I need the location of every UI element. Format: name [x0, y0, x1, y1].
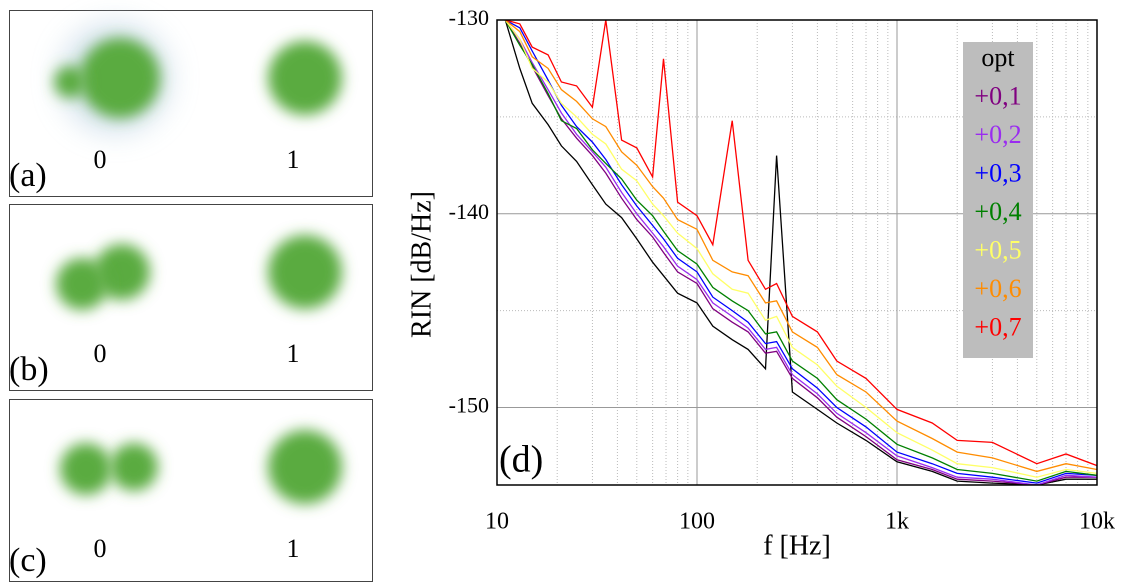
blob	[56, 258, 108, 310]
panel-label: (d)	[499, 439, 543, 481]
y-tick-label: -130	[449, 5, 489, 30]
state-label: 0	[94, 145, 107, 174]
y-axis-label: RIN [dB/Hz]	[406, 191, 437, 338]
state-label: 0	[94, 339, 107, 368]
series-line	[504, 20, 1097, 482]
y-tick-label: -140	[449, 199, 489, 224]
series-line	[504, 20, 1097, 485]
blob	[110, 443, 158, 491]
panel-label: (c)	[9, 542, 47, 579]
legend-label: +0,7	[974, 312, 1021, 341]
x-axis-label: f [Hz]	[763, 530, 831, 561]
state-label: 1	[287, 145, 300, 174]
blob	[94, 244, 150, 300]
x-tick-label: 10k	[1079, 509, 1115, 535]
blob	[60, 443, 112, 495]
state-label: 1	[287, 339, 300, 368]
x-tick-label: 10	[485, 509, 509, 535]
y-tick-label: -150	[449, 393, 489, 418]
series-line	[504, 20, 1097, 473]
legend-label: +0,1	[974, 81, 1021, 110]
blob	[80, 38, 160, 118]
series-line	[504, 20, 1097, 484]
panel-label: (a)	[9, 157, 47, 194]
panel-label: (b)	[9, 351, 49, 388]
legend-label: +0,4	[974, 197, 1021, 226]
image-panels: 0 1 (a) 0 1 (b) 0 1 (c)	[9, 10, 373, 582]
plot-frame	[496, 19, 1098, 486]
legend-label: +0,6	[974, 274, 1021, 303]
blob	[268, 235, 342, 309]
chart: 10 100 1k 10k -130 -140 -150 f [Hz] RIN [dB/Hz] (…	[406, 5, 1115, 561]
series-line	[504, 20, 1097, 485]
series-line	[505, 20, 1097, 467]
series-line	[504, 20, 1097, 485]
legend-box	[963, 42, 1033, 358]
x-tick-label: 1k	[885, 509, 909, 535]
blob	[54, 66, 86, 98]
legend-label: +0,3	[974, 158, 1021, 187]
x-tick-label: 100	[679, 509, 715, 535]
series-line	[504, 20, 1097, 478]
legend-label: opt	[981, 43, 1015, 72]
blob	[268, 41, 342, 115]
legend-label: +0,2	[974, 120, 1021, 149]
legend-label: +0,5	[974, 235, 1021, 264]
blob	[268, 430, 342, 504]
state-label: 1	[287, 534, 300, 563]
state-label: 0	[94, 534, 107, 563]
